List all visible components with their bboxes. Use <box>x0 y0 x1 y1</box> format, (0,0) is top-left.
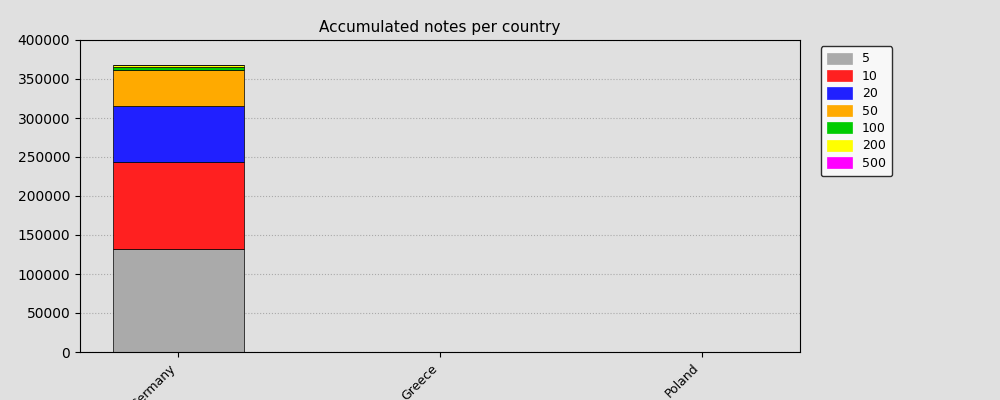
Bar <box>113 65 244 66</box>
Legend: 5, 10, 20, 50, 100, 200, 500: 5, 10, 20, 50, 100, 200, 500 <box>821 46 892 176</box>
Bar <box>113 162 244 249</box>
Bar <box>113 66 244 70</box>
Bar <box>113 106 244 162</box>
Bar <box>113 249 244 352</box>
Bar <box>113 70 244 106</box>
Title: Accumulated notes per country: Accumulated notes per country <box>319 20 561 35</box>
